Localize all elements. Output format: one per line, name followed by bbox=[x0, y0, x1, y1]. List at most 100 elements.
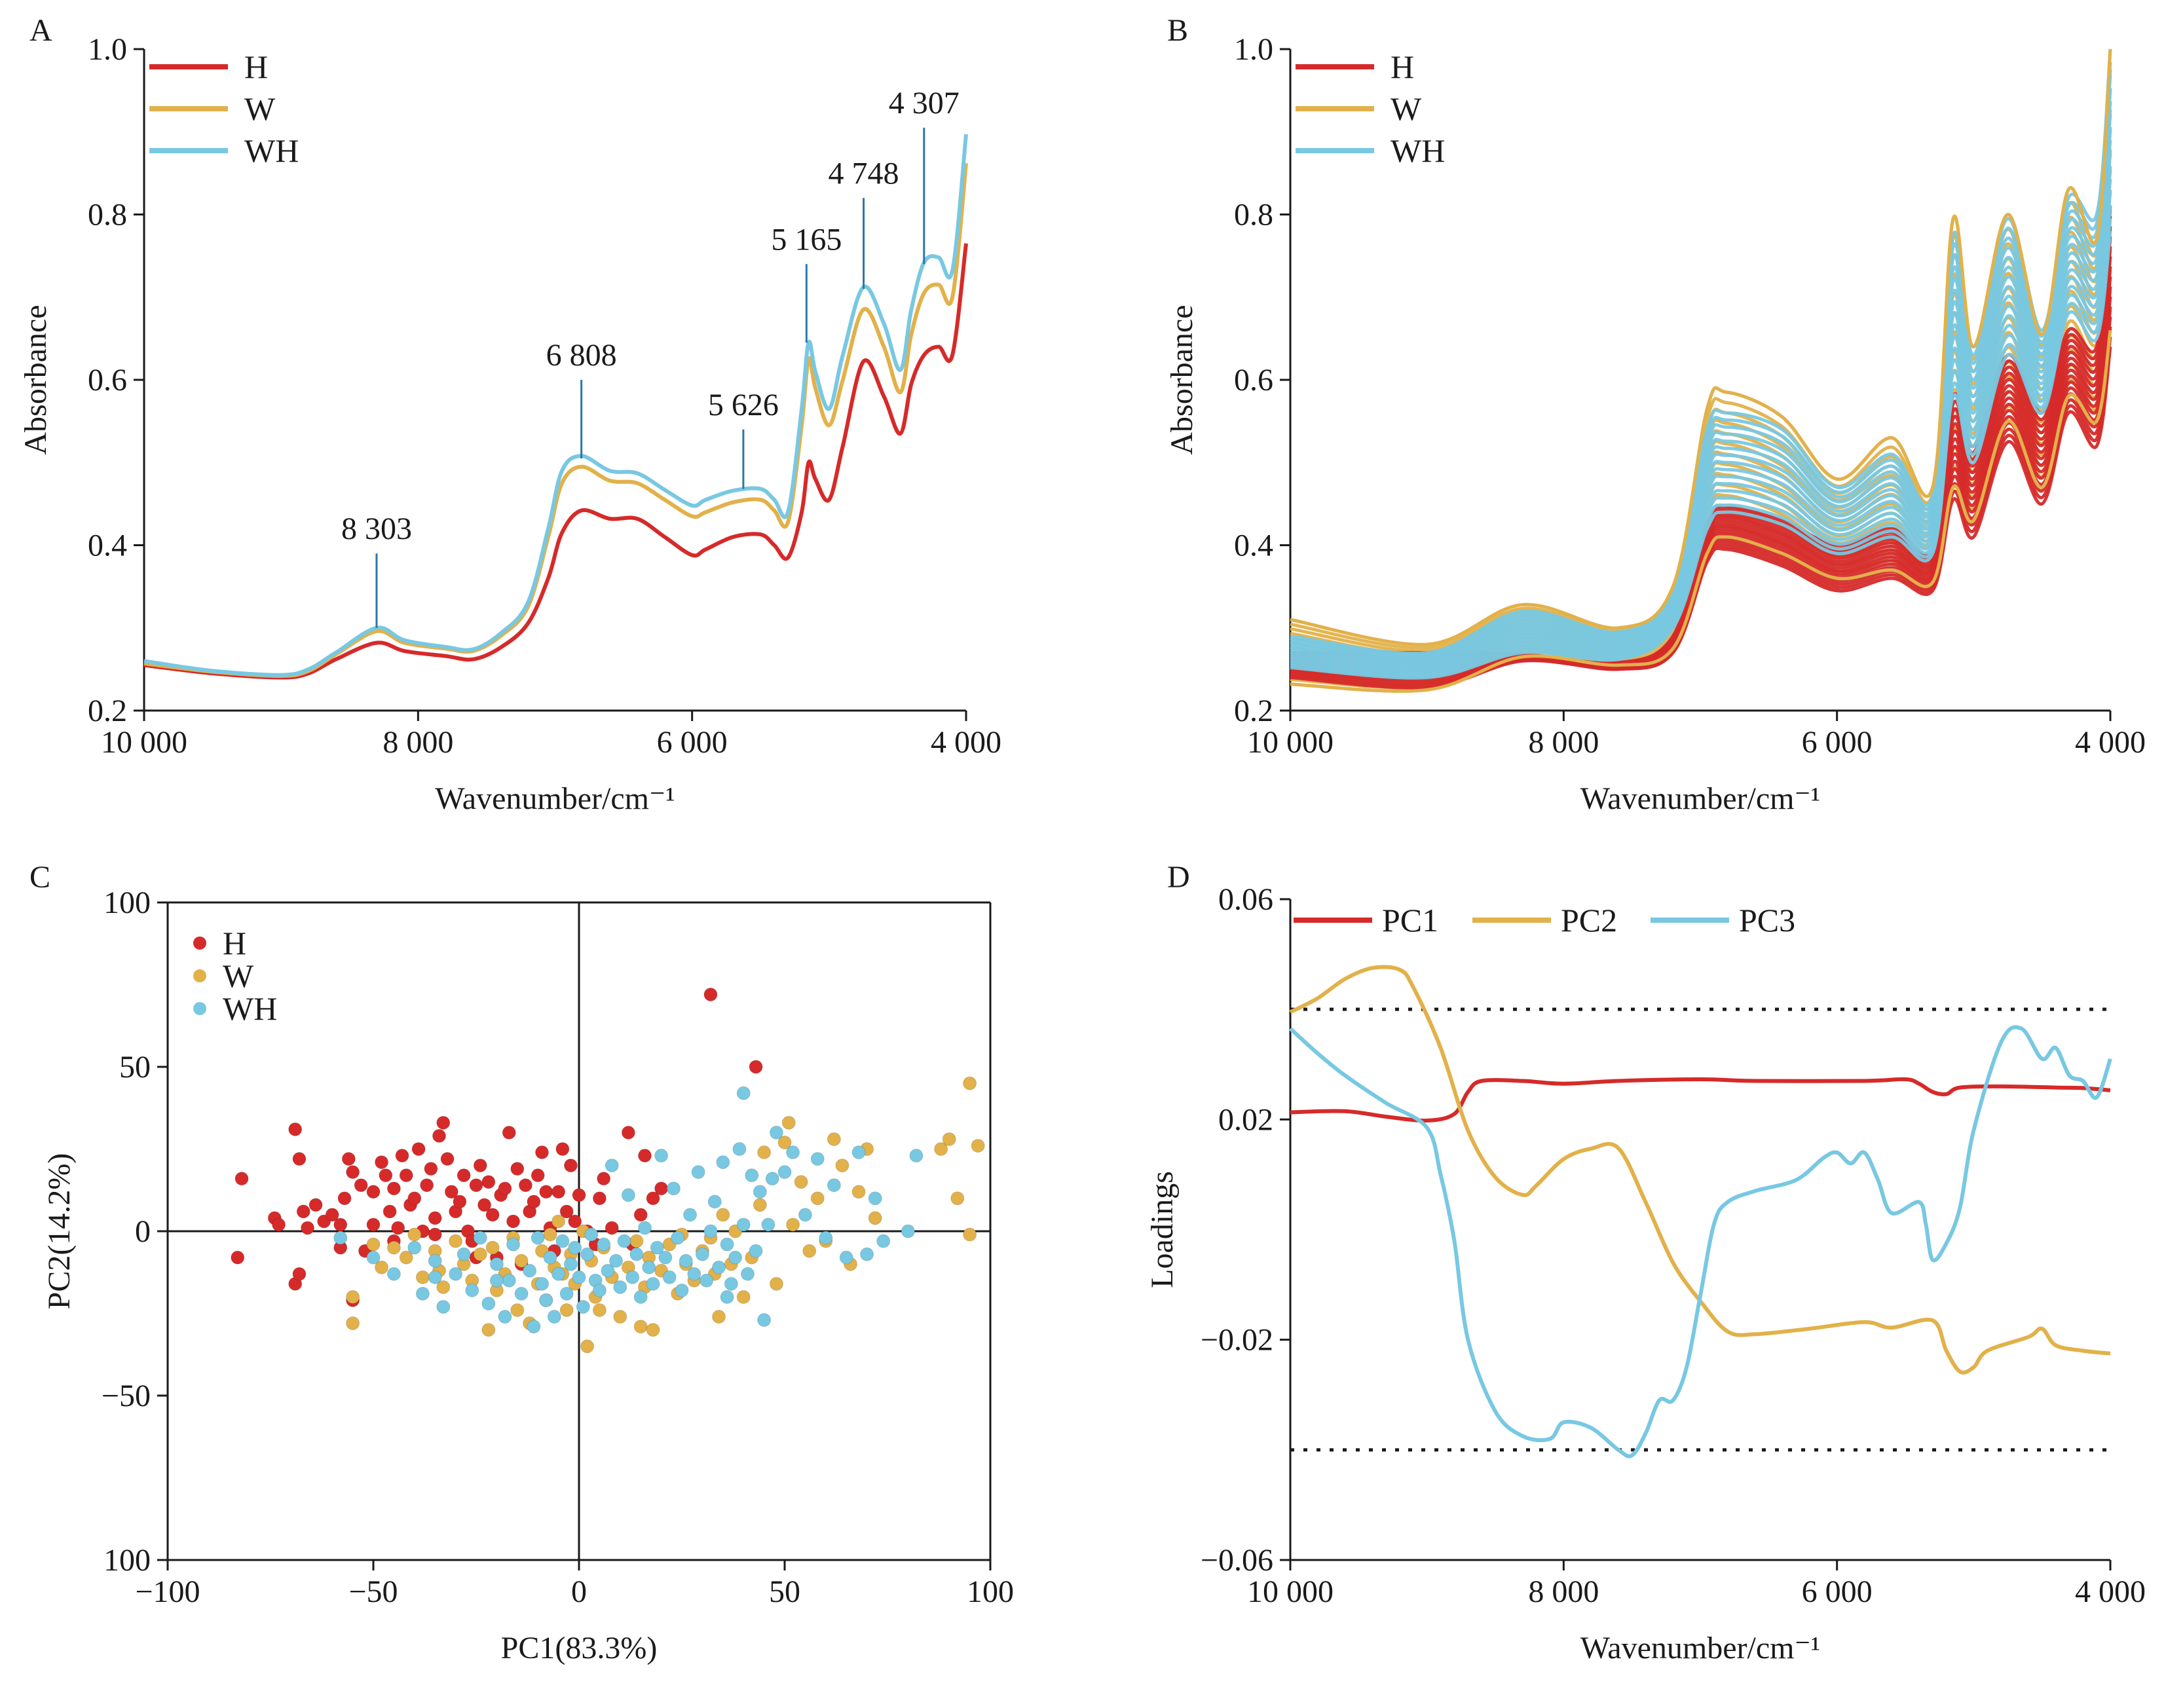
y-tick-label: −0.02 bbox=[1201, 1323, 1273, 1358]
scatter-point-w bbox=[769, 1276, 783, 1291]
scatter-point-wh bbox=[584, 1227, 599, 1242]
scatter-point-wh bbox=[839, 1250, 853, 1265]
scatter-point-h bbox=[534, 1145, 549, 1160]
scatter-point-wh bbox=[679, 1253, 693, 1268]
scatter-point-wh bbox=[819, 1231, 833, 1245]
axes-a: 10 000 8 000 6 000 4 000 0.2 0.4 0.6 0.8 1.0 Wave… bbox=[18, 32, 1001, 816]
y-tick-label: 100 bbox=[103, 1543, 151, 1578]
scatter-point-wh bbox=[626, 1270, 640, 1284]
scatter-point-h bbox=[527, 1195, 541, 1209]
panel-a: A 10 000 8 000 6 000 4 000 0.2 0.4 0.6 0.8 1.0 Wa… bbox=[18, 13, 1001, 816]
x-tick-label: 100 bbox=[967, 1574, 1014, 1609]
scatter-point-h bbox=[481, 1175, 496, 1189]
y-tick-label: −0.06 bbox=[1201, 1543, 1273, 1578]
scatter-point-w bbox=[346, 1316, 360, 1331]
scatter-point-w bbox=[781, 1115, 796, 1130]
scatter-point-w bbox=[827, 1132, 841, 1146]
panel-d-letter: D bbox=[1167, 860, 1190, 895]
scatter-point-w bbox=[375, 1260, 389, 1274]
y-tick-label: 0.8 bbox=[1234, 198, 1273, 232]
scatter-point-wh bbox=[909, 1149, 924, 1163]
scatter-point-w bbox=[757, 1145, 772, 1160]
scatter-point-wh bbox=[498, 1310, 512, 1324]
scatter-point-w bbox=[543, 1227, 557, 1242]
scatter-point-h bbox=[366, 1217, 381, 1232]
scatter-point-wh bbox=[617, 1234, 631, 1248]
x-tick-label: 4 000 bbox=[2075, 725, 2146, 760]
scatter-point-wh bbox=[576, 1299, 590, 1314]
scatter-point-wh bbox=[637, 1221, 652, 1235]
scatter-point-wh bbox=[523, 1263, 537, 1278]
scatter-point-wh bbox=[506, 1237, 521, 1252]
scatter-point-wh bbox=[740, 1267, 755, 1281]
scatter-point-w bbox=[366, 1237, 381, 1252]
scatter-point-wh bbox=[695, 1247, 709, 1261]
legend-label-w: W bbox=[244, 90, 276, 127]
series-line-h bbox=[143, 243, 968, 680]
scatter-point-wh bbox=[489, 1273, 504, 1288]
scatter-point-w bbox=[559, 1303, 574, 1317]
scatter-point-h bbox=[354, 1178, 368, 1193]
loading-line-pc2 bbox=[1289, 965, 2111, 1375]
spectrum-line-wh bbox=[1290, 153, 2112, 669]
loading-line-pc3 bbox=[1288, 1025, 2112, 1458]
scatter-point-w bbox=[736, 1290, 751, 1304]
y-tick-label: 0.2 bbox=[88, 694, 127, 728]
scatter-point-wh bbox=[539, 1293, 553, 1307]
x-tick-label: 8 000 bbox=[383, 725, 453, 760]
scatter-point-wh bbox=[547, 1310, 561, 1324]
scatter-point-w bbox=[942, 1132, 956, 1146]
scatter-point-w bbox=[716, 1208, 730, 1222]
x-axis-title: Wavenumber/cm⁻¹ bbox=[435, 781, 675, 816]
scatter-point-w bbox=[592, 1303, 607, 1317]
legend-label-wh: WH bbox=[223, 990, 277, 1027]
scatter-point-wh bbox=[683, 1208, 698, 1222]
panel-a-letter: A bbox=[29, 13, 52, 48]
scatter-point-h bbox=[231, 1250, 245, 1265]
peak-label: 5 165 bbox=[771, 222, 842, 257]
scatter-point-wh bbox=[876, 1234, 891, 1248]
scatter-point-h bbox=[440, 1152, 455, 1166]
scatter-point-wh bbox=[860, 1247, 874, 1261]
scatter-point-wh bbox=[736, 1217, 751, 1232]
scatter-point-wh bbox=[654, 1149, 669, 1163]
y-tick-label: 50 bbox=[119, 1050, 151, 1085]
scatter-point-h bbox=[428, 1227, 442, 1242]
scatter-point-w bbox=[449, 1234, 463, 1248]
scatter-point-wh bbox=[333, 1231, 348, 1245]
scatter-point-h bbox=[395, 1149, 409, 1163]
spectrum-line-w bbox=[1290, 48, 2112, 646]
scatter-point-wh bbox=[621, 1188, 635, 1202]
y-tick-label: 0.06 bbox=[1218, 882, 1273, 917]
scatter-point-wh bbox=[531, 1231, 545, 1245]
scatter-point-wh bbox=[489, 1257, 504, 1271]
series-a bbox=[143, 134, 968, 680]
scatter-point-wh bbox=[415, 1286, 430, 1301]
legend-label-w: W bbox=[1391, 90, 1422, 127]
scatter-point-h bbox=[551, 1185, 566, 1199]
scatter-point-wh bbox=[650, 1240, 664, 1255]
x-tick-label: 0 bbox=[571, 1574, 587, 1609]
scatter-point-h bbox=[234, 1172, 249, 1186]
y-tick-label: 100 bbox=[103, 885, 151, 920]
x-tick-label: −50 bbox=[348, 1574, 398, 1609]
scatter-point-w bbox=[551, 1214, 566, 1229]
scatter-point-w bbox=[963, 1227, 977, 1242]
scatter-point-h bbox=[506, 1214, 521, 1229]
panel-c-letter: C bbox=[29, 860, 50, 895]
scatter-point-wh bbox=[827, 1178, 841, 1193]
x-tick-label: 10 000 bbox=[1247, 1574, 1334, 1609]
x-tick-label: 6 000 bbox=[1802, 725, 1873, 760]
panel-b: B 10 000 8 000 6 000 4 000 0.2 0.4 0.6 0.8 1.0 Wa… bbox=[1165, 13, 2146, 816]
x-tick-label: 8 000 bbox=[1528, 725, 1599, 760]
scatter-point-h bbox=[428, 1211, 442, 1225]
scatter-point-h bbox=[510, 1162, 525, 1176]
scatter-point-wh bbox=[720, 1237, 734, 1252]
scatter-point-w bbox=[934, 1142, 948, 1156]
scatter-point-w bbox=[802, 1244, 817, 1258]
y-tick-label: 0.02 bbox=[1218, 1102, 1273, 1137]
spectrum-line-w bbox=[1290, 329, 2112, 693]
scatter-point-wh bbox=[436, 1299, 451, 1314]
scatter-point-h bbox=[333, 1217, 348, 1232]
y-tick-label: 1.0 bbox=[1234, 32, 1273, 67]
